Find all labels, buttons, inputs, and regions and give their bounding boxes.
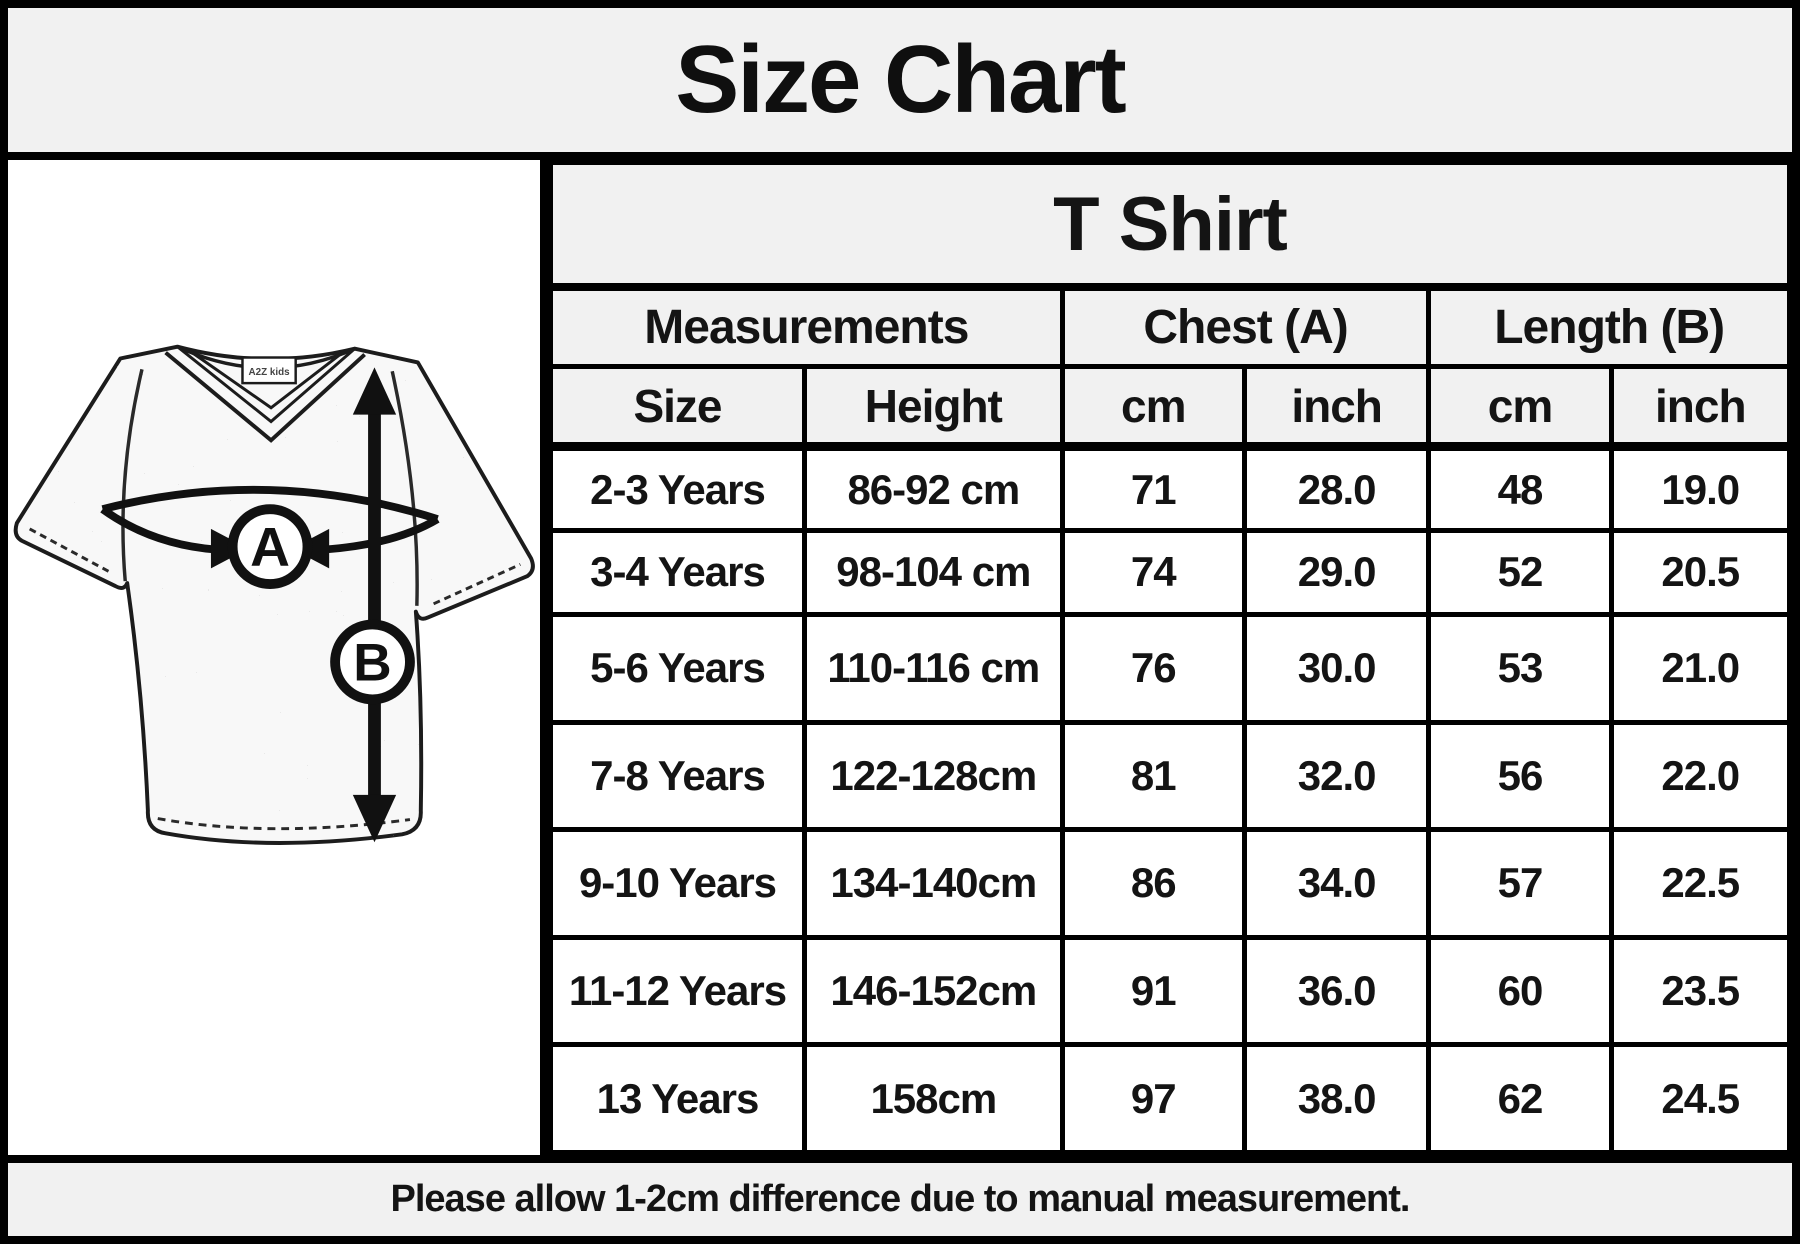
table-row: 13 Years 158cm 97 38.0 62 24.5 (548, 1042, 1793, 1155)
table-row: 9-10 Years 134-140cm 86 34.0 57 22.5 (548, 827, 1793, 940)
page-title: Size Chart (675, 26, 1126, 133)
col-header-chest-cm: cm (1059, 364, 1247, 452)
cell-height: 110-116 cm (801, 611, 1065, 725)
chest-arc-front-right (322, 515, 440, 554)
size-table-wrap: T Shirt Measurements Chest (A) Length (B… (548, 160, 1793, 1155)
cell-length-cm: 57 (1426, 827, 1614, 940)
right-armhole-seam (390, 370, 419, 606)
left-armhole-seam (121, 368, 144, 582)
length-arrowhead-down (352, 794, 397, 843)
cell-size: 7-8 Years (548, 719, 807, 833)
cell-size: 13 Years (548, 1042, 807, 1155)
column-header-row: Size Height cm inch cm inch (548, 364, 1793, 452)
col-header-chest-inch: inch (1241, 364, 1432, 452)
cell-length-inch: 20.5 (1608, 527, 1793, 617)
group-header-length: Length (B) (1426, 284, 1792, 370)
cell-length-inch: 19.0 (1608, 444, 1793, 533)
collar-tag-text: A2Z kids (249, 367, 291, 378)
cell-size: 9-10 Years (548, 827, 807, 940)
cell-chest-inch: 30.0 (1241, 611, 1432, 725)
right-cuff-stitch (432, 563, 521, 606)
cell-length-inch: 21.0 (1608, 611, 1793, 725)
tshirt-illustration: A2Z kids A (13, 344, 535, 845)
cell-length-inch: 23.5 (1608, 934, 1793, 1048)
hem-stitch (157, 817, 411, 831)
cell-height: 158cm (801, 1042, 1065, 1155)
table-row: 5-6 Years 110-116 cm 76 30.0 53 21.0 (548, 611, 1793, 725)
measurement-note: Please allow 1-2cm difference due to man… (390, 1178, 1411, 1220)
table-row: 11-12 Years 146-152cm 91 36.0 60 23.5 (548, 934, 1793, 1048)
collar-v-inner (188, 349, 345, 410)
cell-chest-inch: 38.0 (1241, 1042, 1432, 1155)
length-measure-arrow (352, 367, 397, 843)
cell-chest-inch: 32.0 (1241, 719, 1432, 833)
cell-length-cm: 52 (1426, 527, 1614, 617)
group-header-measurements: Measurements (548, 284, 1065, 370)
length-marker-b-label: B (353, 634, 391, 693)
chest-marker-a-label: A (250, 515, 290, 577)
product-header-row: T Shirt (548, 160, 1792, 292)
footer-note-bar: Please allow 1-2cm difference due to man… (8, 1155, 1792, 1236)
length-marker-b: B (330, 619, 415, 705)
table-row: 2-3 Years 86-92 cm 71 28.0 48 19.0 (548, 444, 1793, 533)
left-cuff-stitch (28, 527, 110, 573)
cell-height: 122-128cm (801, 719, 1065, 833)
cell-length-cm: 48 (1426, 444, 1614, 533)
collar-v-band (176, 345, 356, 424)
table-row: 7-8 Years 122-128cm 81 32.0 56 22.0 (548, 719, 1793, 833)
group-header-row: Measurements Chest (A) Length (B) (548, 284, 1792, 370)
length-arrowhead-up (352, 367, 397, 415)
group-header-chest: Chest (A) (1059, 284, 1432, 370)
cell-chest-cm: 91 (1059, 934, 1247, 1048)
col-header-size: Size (548, 364, 807, 452)
tshirt-body (13, 344, 535, 845)
cell-length-cm: 53 (1426, 611, 1614, 725)
cell-chest-inch: 28.0 (1241, 444, 1432, 533)
col-header-height: Height (801, 364, 1065, 452)
col-header-length-cm: cm (1426, 364, 1614, 452)
cell-size: 11-12 Years (548, 934, 807, 1048)
tshirt-illustration-panel: A2Z kids A (8, 160, 548, 1155)
cell-chest-cm: 97 (1059, 1042, 1247, 1155)
table-row: 3-4 Years 98-104 cm 74 29.0 52 20.5 (548, 527, 1793, 617)
cell-chest-cm: 71 (1059, 444, 1247, 533)
cell-length-inch: 24.5 (1608, 1042, 1793, 1155)
main-area: A2Z kids A (8, 160, 1793, 1155)
tshirt-texture (15, 346, 533, 843)
cell-chest-cm: 81 (1059, 719, 1247, 833)
chest-arc-back (101, 485, 439, 523)
size-table: T Shirt Measurements Chest (A) Length (B… (548, 160, 1793, 1155)
cell-height: 134-140cm (801, 827, 1065, 940)
cell-size: 3-4 Years (548, 527, 807, 617)
cell-length-inch: 22.0 (1608, 719, 1793, 833)
chest-marker-a: A (227, 504, 313, 590)
collar-tag (241, 356, 297, 385)
cell-height: 98-104 cm (801, 527, 1065, 617)
cell-chest-inch: 29.0 (1241, 527, 1432, 617)
cell-size: 2-3 Years (548, 444, 807, 533)
cell-chest-cm: 74 (1059, 527, 1247, 617)
cell-chest-cm: 76 (1059, 611, 1247, 725)
cell-height: 146-152cm (801, 934, 1065, 1048)
cell-length-cm: 56 (1426, 719, 1614, 833)
col-header-length-inch: inch (1608, 364, 1793, 452)
collar: A2Z kids (164, 345, 366, 443)
cell-chest-inch: 36.0 (1241, 934, 1432, 1048)
title-bar: Size Chart (8, 8, 1792, 160)
cell-length-cm: 62 (1426, 1042, 1614, 1155)
cell-chest-inch: 34.0 (1241, 827, 1432, 940)
collar-v-outer (164, 351, 366, 443)
cell-chest-cm: 86 (1059, 827, 1247, 940)
product-header: T Shirt (548, 160, 1792, 292)
cell-length-inch: 22.5 (1608, 827, 1793, 940)
cell-height: 86-92 cm (801, 444, 1065, 533)
cell-length-cm: 60 (1426, 934, 1614, 1048)
chest-arc-front-left (100, 506, 218, 554)
cell-size: 5-6 Years (548, 611, 807, 725)
